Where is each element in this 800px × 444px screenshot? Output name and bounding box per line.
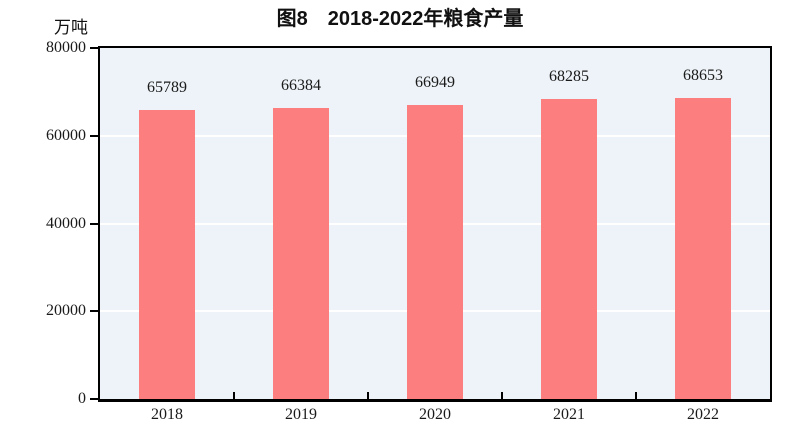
- bar-value-label: 68285: [549, 68, 589, 86]
- plot-area: [98, 46, 772, 402]
- bar-2020: [407, 105, 463, 399]
- y-axis-tick: [90, 47, 98, 49]
- x-tick-label: 2019: [285, 406, 317, 423]
- chart-title: 图8 2018-2022年粮食产量: [276, 8, 524, 30]
- x-axis-tick: [501, 392, 503, 399]
- bar-2021: [541, 99, 597, 399]
- x-axis-tick: [635, 392, 637, 399]
- y-axis-tick: [90, 134, 98, 137]
- bar-2018: [139, 110, 195, 399]
- y-tick-label: 40000: [46, 214, 86, 232]
- y-tick-label: 20000: [46, 302, 86, 320]
- bar-value-label: 66949: [415, 74, 455, 92]
- x-tick-label: 2018: [151, 406, 183, 423]
- bar-2019: [273, 107, 329, 399]
- x-tick-label: 2020: [419, 406, 451, 423]
- x-axis-tick: [233, 392, 235, 399]
- bar-value-label: 66384: [281, 76, 321, 94]
- y-axis-tick: [90, 398, 98, 400]
- x-axis-tick: [367, 392, 369, 399]
- y-tick-label: 80000: [46, 39, 86, 56]
- bar-2022: [675, 97, 731, 399]
- y-tick-label: 0: [78, 390, 86, 407]
- bar-value-label: 68653: [683, 66, 723, 84]
- y-tick-label: 60000: [46, 126, 86, 144]
- x-tick-label: 2022: [687, 406, 719, 423]
- bar-value-label: 65789: [147, 79, 187, 97]
- y-axis-tick: [90, 222, 98, 225]
- y-axis-tick: [90, 310, 98, 313]
- y-axis-unit-label: 万吨: [54, 18, 88, 37]
- x-tick-label: 2021: [553, 406, 585, 423]
